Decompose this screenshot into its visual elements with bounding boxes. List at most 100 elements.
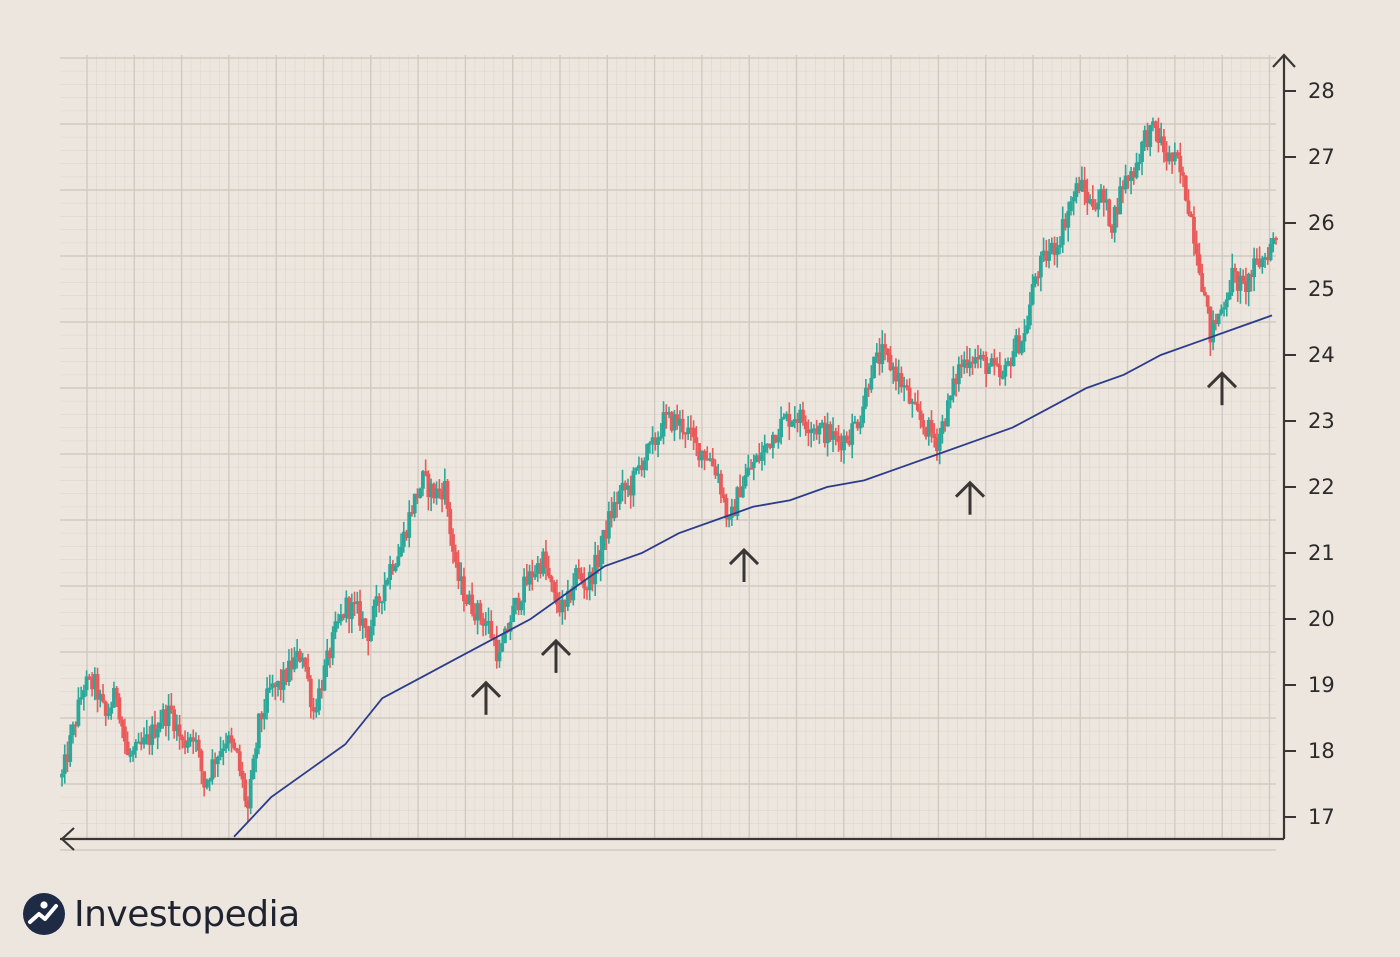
candle-body-204 [617, 490, 622, 504]
candle-body-23 [122, 726, 127, 742]
candle-body-143 [451, 534, 455, 552]
candle-body-323 [943, 421, 948, 427]
candle-body-162 [503, 628, 507, 644]
candle-body-85 [292, 657, 297, 670]
candle-body-233 [697, 443, 701, 461]
candle-body-270 [798, 409, 803, 423]
candle-body-394 [1137, 161, 1142, 164]
candle-body-437 [1254, 258, 1259, 261]
candle-body-339 [987, 366, 991, 374]
candle-body-292 [858, 423, 863, 429]
candle-body-347 [1008, 361, 1013, 367]
y-tick-label-21: 21 [1308, 541, 1335, 565]
candle-body-258 [765, 443, 770, 446]
candle-body-317 [926, 419, 931, 437]
candle-body-40 [169, 705, 174, 710]
candle-body-81 [281, 669, 286, 690]
candle-body-116 [377, 596, 382, 602]
candle-body-356 [1033, 276, 1038, 284]
candle-body-350 [1017, 335, 1021, 354]
candle-body-252 [749, 467, 753, 470]
candle-body-37 [161, 709, 166, 723]
candle-body-326 [951, 378, 956, 396]
candle-body-360 [1044, 250, 1049, 261]
candle-body-393 [1134, 162, 1139, 178]
candle-body-251 [746, 467, 751, 476]
candle-body-291 [855, 421, 860, 429]
candle-body-66 [240, 770, 245, 780]
candle-body-160 [497, 651, 502, 662]
candle-body-103 [341, 614, 346, 618]
candle-body-107 [352, 602, 357, 605]
candle-body-87 [297, 650, 302, 662]
candle-body-172 [530, 571, 535, 578]
candle-body-242 [721, 494, 726, 498]
candle-body-159 [494, 639, 499, 662]
candle-body-173 [533, 573, 537, 578]
candle-body-441 [1265, 257, 1270, 261]
candle-body-112 [366, 628, 371, 641]
y-tick-label-19: 19 [1308, 673, 1335, 697]
candle-body-12 [92, 674, 97, 690]
candle-body-371 [1074, 183, 1079, 198]
up-arrow-head-2 [728, 547, 760, 566]
candle-body-368 [1066, 211, 1071, 228]
candle-body-188 [574, 567, 578, 587]
candle-body-354 [1028, 304, 1032, 326]
candle-body-265 [784, 413, 789, 417]
candle-body-338 [984, 356, 989, 374]
candle-body-312 [913, 401, 917, 404]
candle-body-250 [743, 475, 748, 487]
candle-body-203 [615, 502, 619, 505]
candle-body-11 [90, 677, 94, 690]
candle-body-435 [1249, 273, 1254, 278]
candle-body-146 [459, 576, 464, 582]
candle-body-332 [967, 361, 972, 369]
candle-body-106 [349, 602, 354, 619]
candle-body-353 [1025, 325, 1030, 334]
candle-body-375 [1085, 191, 1090, 204]
candle-body-79 [276, 680, 280, 687]
candle-body-336 [978, 354, 983, 360]
candle-body-174 [535, 563, 540, 574]
candle-body-64 [235, 748, 239, 752]
candle-body-236 [705, 458, 710, 461]
candle-body-57 [215, 756, 220, 765]
candle-body-210 [634, 468, 639, 471]
candle-body-362 [1049, 242, 1054, 252]
candle-body-367 [1063, 219, 1068, 228]
candle-body-280 [825, 424, 830, 444]
candle-body-226 [678, 418, 682, 426]
candle-body-363 [1052, 242, 1057, 255]
candle-body-201 [609, 511, 614, 519]
candle-body-54 [207, 779, 212, 782]
candle-body-257 [762, 445, 767, 453]
candle-body-18 [109, 707, 114, 714]
candle-body-277 [817, 425, 822, 435]
candle-body-267 [790, 421, 794, 427]
candle-body-302 [885, 348, 890, 355]
candle-body-26 [131, 750, 135, 755]
candle-body-24 [125, 741, 130, 755]
candle-body-20 [114, 687, 119, 698]
candle-body-327 [954, 378, 958, 385]
y-tick-label-17: 17 [1308, 805, 1335, 829]
candle-body-168 [519, 602, 524, 611]
y-tick-label-27: 27 [1308, 145, 1335, 169]
candle-body-130 [415, 493, 420, 498]
candle-body-427 [1227, 292, 1232, 300]
candle-body-428 [1230, 267, 1235, 293]
candle-body-273 [806, 429, 811, 434]
candle-body-222 [667, 412, 671, 415]
candle-body-78 [273, 683, 278, 687]
candle-body-303 [888, 354, 893, 371]
candle-body-366 [1060, 219, 1065, 245]
candle-body-247 [735, 487, 740, 516]
candle-body-198 [601, 529, 606, 551]
candle-body-431 [1238, 275, 1243, 291]
candle-body-309 [904, 385, 909, 388]
candle-body-401 [1156, 128, 1161, 143]
candle-body-239 [713, 466, 718, 476]
candle-body-215 [647, 442, 652, 445]
support-arrows [470, 371, 1238, 715]
